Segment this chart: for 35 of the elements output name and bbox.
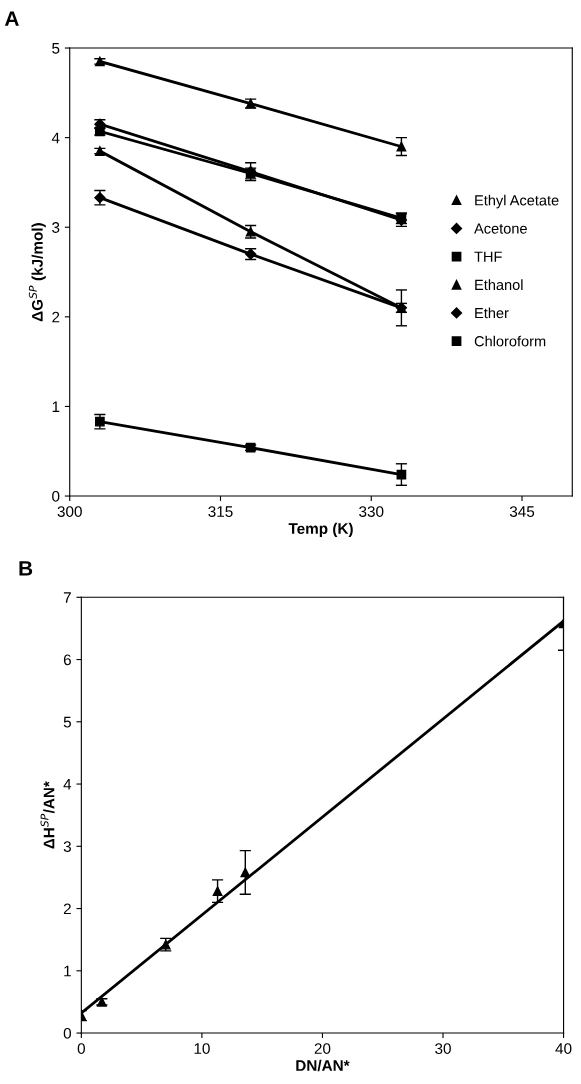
y-tick-label: 4 [63, 779, 72, 790]
x-tick-label: 300 [57, 506, 82, 517]
y-tick-label: 1 [52, 401, 60, 412]
y-axis-title: ΔG$^{SP}$ (kJ/mol) [28, 223, 46, 322]
legend-label: Ethanol [475, 279, 523, 291]
legend-label: Acetone [474, 223, 527, 234]
y-tick-label: 2 [63, 903, 71, 915]
legend-label: Ethyl Acetate [475, 194, 559, 209]
legend-label: Ether [475, 307, 509, 319]
y-tick-label: 4 [51, 132, 60, 144]
y-tick-label: 0 [63, 1027, 72, 1039]
x-axis-title: Temp (K) [288, 522, 353, 538]
y-tick-label: 1 [64, 965, 71, 977]
y-tick-label: 5 [63, 716, 71, 728]
legend-label: THF [474, 251, 502, 262]
x-tick-label: 345 [509, 506, 535, 517]
y-tick-label: 0 [52, 490, 60, 502]
x-tick-label: 0 [77, 1043, 85, 1054]
chart-title: A [4, 11, 19, 26]
x-tick-label: 315 [208, 506, 233, 517]
y-axis-title: ΔH$^{SP}$/AN* [40, 781, 55, 849]
x-tick-label: 10 [194, 1043, 210, 1054]
x-tick-label: 40 [555, 1043, 572, 1054]
x-tick-label: 330 [359, 506, 384, 517]
y-tick-label: 3 [52, 222, 60, 233]
y-tick-label: 7 [63, 592, 71, 603]
x-axis-title: DN/AN* [296, 1059, 350, 1072]
y-tick-label: 5 [52, 43, 60, 54]
y-tick-label: 2 [52, 311, 60, 323]
legend-label: Chloroform [474, 335, 546, 347]
x-tick-label: 20 [314, 1043, 331, 1054]
x-tick-label: 30 [435, 1043, 451, 1054]
y-tick-label: 3 [63, 841, 71, 852]
chart-title: B [19, 561, 33, 576]
y-tick-label: 6 [63, 654, 71, 666]
